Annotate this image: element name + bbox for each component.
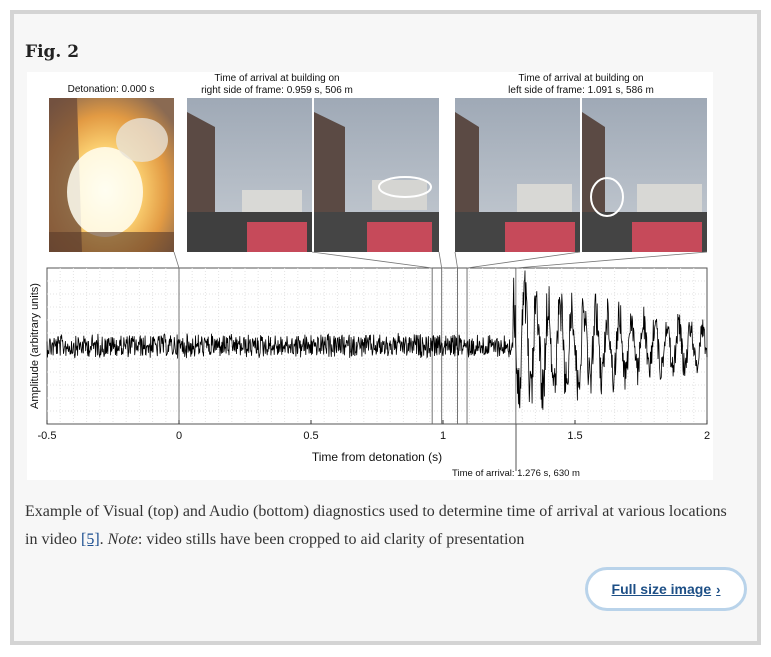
- audio-waveform-plot: -0.5 0 0.5 1 1.5 2 Time from detonation (s) A…: [29, 251, 710, 479]
- frame-connector-line: [454, 251, 458, 269]
- figure-svg: Detonation: 0.000 s Time of arrival at b…: [29, 73, 710, 479]
- video-still-detonation: [49, 98, 174, 252]
- frame-label-right-line1: Time of arrival at building on: [214, 73, 339, 84]
- x-tick-label: 0.5: [303, 430, 318, 442]
- frame-label-detonation: Detonation: 0.000 s: [68, 84, 155, 95]
- x-tick-label: 0: [176, 430, 182, 442]
- caption-note: Note: [107, 531, 138, 548]
- caption-text: Example of Visual (top) and Audio (botto…: [25, 503, 727, 548]
- frame-label-right-line2: right side of frame: 0.959 s, 506 m: [201, 85, 353, 96]
- waveform-trace: [46, 270, 708, 410]
- frame-connector-lines: [173, 251, 708, 269]
- frame-connector-line: [515, 251, 708, 269]
- frame-connector-line: [311, 251, 433, 269]
- figure-caption: Example of Visual (top) and Audio (botto…: [25, 503, 727, 548]
- x-tick-label: 1: [440, 430, 446, 442]
- y-axis-label: Amplitude (arbitrary units): [29, 283, 41, 409]
- frame-label-left-line1: Time of arrival at building on: [518, 73, 643, 84]
- video-still-2: [187, 98, 312, 252]
- video-still-5: [582, 98, 707, 252]
- caption-note-text: : video stills have been cropped to aid …: [137, 531, 525, 548]
- chevron-right-icon: ›: [716, 581, 721, 597]
- x-axis-ticks: -0.5 0 0.5 1 1.5 2: [38, 420, 710, 442]
- full-size-label: Full size image: [611, 581, 712, 597]
- frame-connector-line: [173, 251, 180, 269]
- frame-label-left-line2: left side of frame: 1.091 s, 586 m: [508, 85, 654, 96]
- frame-connector-line: [438, 251, 443, 269]
- figure-container: Fig. 2 Detonation: 0.000 s Time of arriv…: [10, 10, 761, 645]
- video-still-3: [314, 98, 439, 252]
- x-tick-label: 2: [704, 430, 710, 442]
- frame-connector-line: [466, 251, 581, 269]
- reference-link[interactable]: [5]: [81, 531, 100, 548]
- figure-label: Fig. 2: [25, 42, 80, 62]
- video-still-4: [455, 98, 580, 252]
- x-axis-label: Time from detonation (s): [312, 450, 442, 464]
- x-tick-label: -0.5: [38, 430, 57, 442]
- arrival-marker-lines: [178, 268, 517, 424]
- figure-image: Detonation: 0.000 s Time of arrival at b…: [27, 72, 713, 480]
- arrival-annotation: Time of arrival: 1.276 s, 630 m: [452, 468, 580, 479]
- x-tick-label: 1.5: [567, 430, 582, 442]
- full-size-image-button[interactable]: Full size image ›: [585, 567, 747, 611]
